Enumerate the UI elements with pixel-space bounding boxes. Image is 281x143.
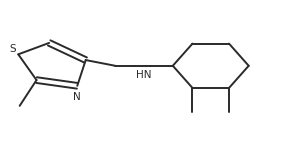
Text: S: S [9, 44, 16, 54]
Text: N: N [73, 92, 81, 102]
Text: HN: HN [136, 70, 152, 80]
